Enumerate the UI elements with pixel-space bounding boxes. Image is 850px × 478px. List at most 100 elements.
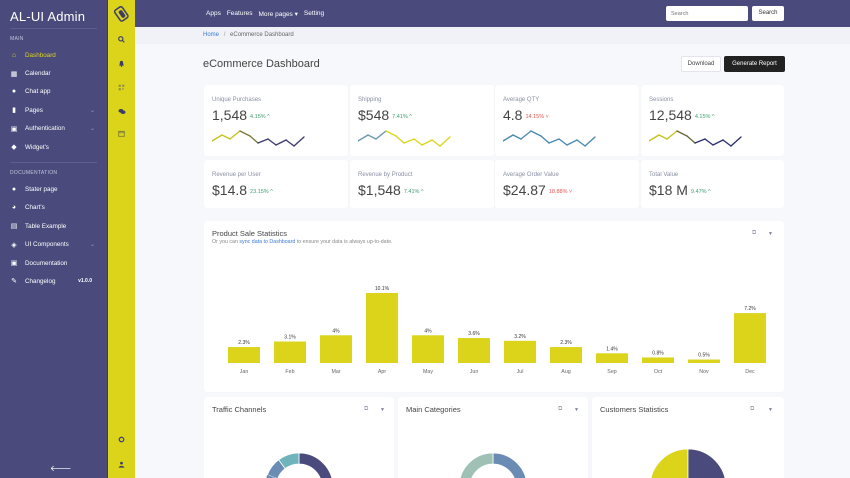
- sidebar-item-ui-components[interactable]: ◈ UI Components ⌄: [0, 236, 107, 254]
- donut-segment[interactable]: [492, 452, 527, 478]
- external-link-icon[interactable]: ⧉: [558, 406, 563, 412]
- section-label-documentation: DOCUMENTATION: [10, 170, 58, 177]
- stat-change: 18.88% ˅: [548, 189, 573, 195]
- caret-down-icon[interactable]: ▼: [768, 231, 773, 237]
- table-icon: ▤: [10, 223, 18, 231]
- donut-segment[interactable]: [278, 452, 300, 470]
- bar-data-label: 7.2%: [744, 306, 756, 312]
- topnav-link[interactable]: Setting: [303, 10, 325, 17]
- bar-data-label: 4%: [332, 328, 340, 334]
- card-title: Traffic Channels: [212, 405, 267, 414]
- caret-down-icon[interactable]: ▼: [380, 407, 385, 413]
- sparkline: [503, 130, 596, 147]
- external-link-icon[interactable]: ⧉: [364, 406, 369, 412]
- sidebar-item-dashboard[interactable]: ⌂ Dashboard: [0, 46, 107, 64]
- x-tick-label: Jan: [240, 369, 249, 375]
- bar-data-label: 4%: [424, 328, 432, 334]
- stat-card: Total Value $18 M 9.47% ^: [641, 160, 784, 208]
- sidebar-item-label: Documentation: [25, 259, 68, 267]
- stat-card: Shipping $548 7.41% ^: [350, 85, 494, 156]
- icon-rail: [107, 0, 135, 478]
- search-button[interactable]: Search: [752, 6, 784, 21]
- sidebar-item-label: Dashboard: [25, 51, 56, 59]
- breadcrumb-home-link[interactable]: Home: [203, 32, 220, 38]
- generate-report-button[interactable]: Generate Report: [724, 56, 785, 72]
- stat-number: $548: [358, 107, 390, 123]
- search-icon[interactable]: [108, 36, 135, 45]
- bar-apr[interactable]: [366, 293, 398, 363]
- breadcrumb-current: eCommerce Dashboard: [230, 32, 294, 38]
- bar-data-label: 2.3%: [560, 340, 572, 346]
- card-subtitle: Or you can sync data to Dashboard to ens…: [212, 239, 393, 245]
- sidebar-item-stater-page[interactable]: ● Stater page: [0, 180, 107, 198]
- bar-feb[interactable]: [274, 341, 306, 363]
- logo-icon[interactable]: [114, 5, 130, 23]
- bar-data-label: 1.4%: [606, 346, 618, 352]
- pie-segment[interactable]: [687, 448, 726, 478]
- bar-data-label: 3.6%: [468, 331, 480, 337]
- sidebar-item-calendar[interactable]: ▦ Calendar: [0, 64, 107, 82]
- bar-jun[interactable]: [458, 338, 490, 363]
- sidebar-item-documentation[interactable]: ▣ Documentation: [0, 254, 107, 272]
- page-title: eCommerce Dashboard: [203, 58, 320, 70]
- topnav-link[interactable]: Apps: [206, 10, 221, 17]
- stat-number: $14.8: [212, 182, 248, 198]
- bar-may[interactable]: [412, 335, 444, 363]
- sidebar-item-chart-s[interactable]: ◕ Chart's: [0, 199, 107, 217]
- sidebar-item-pages[interactable]: ▮ Pages ⌄: [0, 101, 107, 119]
- sidebar-item-label: UI Components: [25, 241, 69, 249]
- bar-jul[interactable]: [504, 340, 536, 363]
- bar-nov[interactable]: [688, 359, 720, 363]
- search-input[interactable]: [666, 6, 748, 21]
- sidebar-item-chat-app[interactable]: ● Chat app: [0, 83, 107, 101]
- topnav-link[interactable]: Features: [226, 10, 253, 17]
- stat-change: 4.15% ^: [250, 114, 270, 120]
- bar-jan[interactable]: [228, 347, 260, 363]
- section-label-main: MAIN: [10, 36, 24, 42]
- caret-down-icon[interactable]: ▼: [768, 407, 773, 413]
- card-title: Main Categories: [406, 405, 461, 414]
- pie-segment[interactable]: [650, 448, 689, 478]
- divider: [10, 162, 97, 164]
- donut-segment[interactable]: [459, 452, 494, 478]
- caret-down-icon[interactable]: ▼: [574, 407, 579, 413]
- sidebar-item-table-example[interactable]: ▤ Table Example: [0, 217, 107, 235]
- bar-data-label: 3.1%: [284, 335, 296, 341]
- external-link-icon[interactable]: ⧉: [752, 230, 757, 236]
- sync-data-link[interactable]: sync data to Dashboard: [239, 239, 296, 245]
- stat-value: 4.8 14.15% ˅: [503, 107, 549, 123]
- stat-card: Revenue per User $14.8 23.15% ^: [204, 160, 348, 208]
- bar-dec[interactable]: [734, 313, 766, 363]
- breadcrumb-separator: /: [223, 32, 226, 38]
- donut-segment[interactable]: [265, 474, 278, 478]
- stat-label: Revenue per User: [212, 172, 261, 178]
- x-tick-label: Oct: [654, 369, 663, 375]
- sidebar-item-changelog[interactable]: ✎ Changelog v1.0.0: [0, 272, 107, 290]
- stat-label: Unique Purchases: [212, 97, 262, 103]
- collapse-sidebar-icon[interactable]: 🡐: [50, 464, 72, 473]
- stat-label: Revenue by Product: [358, 172, 413, 178]
- topnav-link[interactable]: More pages ▾: [258, 11, 298, 18]
- bar-data-label: 0.8%: [652, 350, 664, 356]
- calendar-icon[interactable]: [108, 130, 135, 139]
- bell-icon[interactable]: [108, 60, 135, 69]
- bar-oct[interactable]: [642, 357, 674, 363]
- stat-value: $24.87 18.88% ˅: [503, 182, 572, 198]
- qr-icon[interactable]: [108, 84, 135, 93]
- bar-sep[interactable]: [596, 353, 628, 363]
- sidebar-item-widget-s[interactable]: ◆ Widget's: [0, 138, 107, 156]
- lock-icon: ▣: [10, 125, 18, 133]
- bar-mar[interactable]: [320, 335, 352, 363]
- stat-card: Unique Purchases 1,548 4.15% ^: [204, 85, 348, 156]
- sidebar-item-authentication[interactable]: ▣ Authentication ⌄: [0, 120, 107, 138]
- bar-aug[interactable]: [550, 347, 582, 363]
- download-button[interactable]: Download: [681, 56, 721, 72]
- stat-value: $548 7.41% ^: [358, 107, 412, 123]
- user-icon[interactable]: [108, 461, 135, 470]
- donut-segment[interactable]: [298, 452, 333, 478]
- gear-icon[interactable]: [108, 436, 135, 445]
- chevron-down-icon: ⌄: [89, 242, 95, 249]
- chat-icon[interactable]: [108, 108, 135, 117]
- external-link-icon[interactable]: ⧉: [750, 406, 755, 412]
- bar-data-label: 10.1%: [375, 286, 390, 292]
